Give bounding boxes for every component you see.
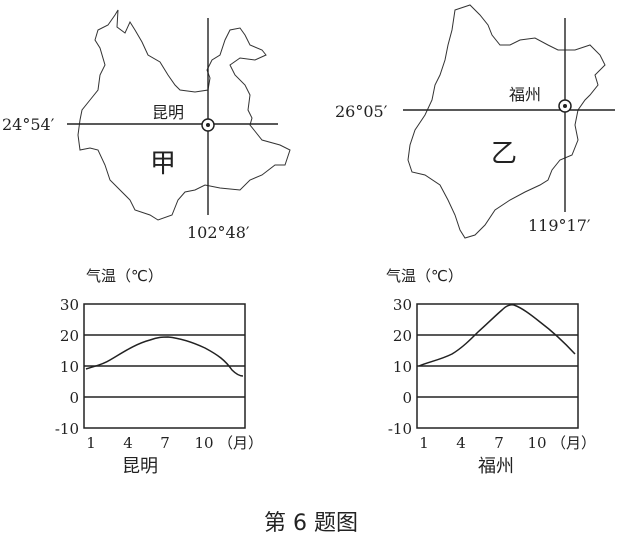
chart-kunming-xlabel: （月）	[218, 434, 263, 452]
latitude-label-yi: 26°05′	[335, 102, 388, 121]
figure-caption: 第 6 题图	[264, 511, 358, 536]
ytick-30: 30	[60, 296, 79, 314]
city-dot-fuzhou	[563, 104, 567, 108]
ytick-neg10: -10	[55, 420, 79, 438]
chart-fuzhou-title: 福州	[478, 456, 514, 477]
xtick-1: 1	[86, 434, 96, 452]
chart-kunming-title: 昆明	[122, 456, 158, 477]
ytick-30: 30	[393, 296, 412, 314]
map-yi: 福州 26°05′ 119°17′ 乙	[335, 4, 615, 239]
xtick-7: 7	[160, 434, 170, 452]
ytick-20: 20	[60, 327, 79, 345]
chart-kunming: 气温（℃） 30 20 10 0 -10 1 4 7 10 （月） 昆明	[55, 267, 263, 477]
xtick-4: 4	[123, 434, 133, 452]
chart-kunming-ylabel: 气温（℃）	[86, 267, 163, 285]
region-label-yi: 乙	[491, 139, 517, 169]
temperature-curve-fuzhou	[418, 304, 576, 367]
ytick-20: 20	[393, 327, 412, 345]
latitude-label-jia: 24°54′	[2, 115, 55, 134]
longitude-label-jia: 102°48′	[187, 223, 250, 242]
ytick-0: 0	[402, 389, 412, 407]
ytick-0: 0	[69, 389, 79, 407]
city-dot-kunming	[206, 123, 210, 127]
province-outline-yi	[407, 4, 606, 239]
xtick-7: 7	[494, 434, 504, 452]
map-jia: 昆明 24°54′ 102°48′ 甲	[2, 9, 291, 242]
xtick-10: 10	[527, 434, 546, 452]
temperature-curve-kunming	[85, 336, 244, 377]
ytick-neg10: -10	[388, 420, 412, 438]
chart-fuzhou-ylabel: 气温（℃）	[386, 267, 463, 285]
province-outline-jia	[77, 9, 291, 221]
ytick-10: 10	[60, 358, 79, 376]
longitude-label-yi: 119°17′	[528, 216, 591, 235]
chart-fuzhou: 气温（℃） 30 20 10 0 -10 1 4 7 10 （月） 福州	[386, 267, 596, 477]
region-label-jia: 甲	[150, 149, 176, 179]
xtick-10: 10	[194, 434, 213, 452]
city-label-fuzhou: 福州	[509, 85, 541, 104]
city-label-kunming: 昆明	[152, 103, 184, 122]
xtick-4: 4	[456, 434, 466, 452]
ytick-10: 10	[393, 358, 412, 376]
chart-fuzhou-xlabel: （月）	[551, 434, 596, 452]
xtick-1: 1	[419, 434, 429, 452]
